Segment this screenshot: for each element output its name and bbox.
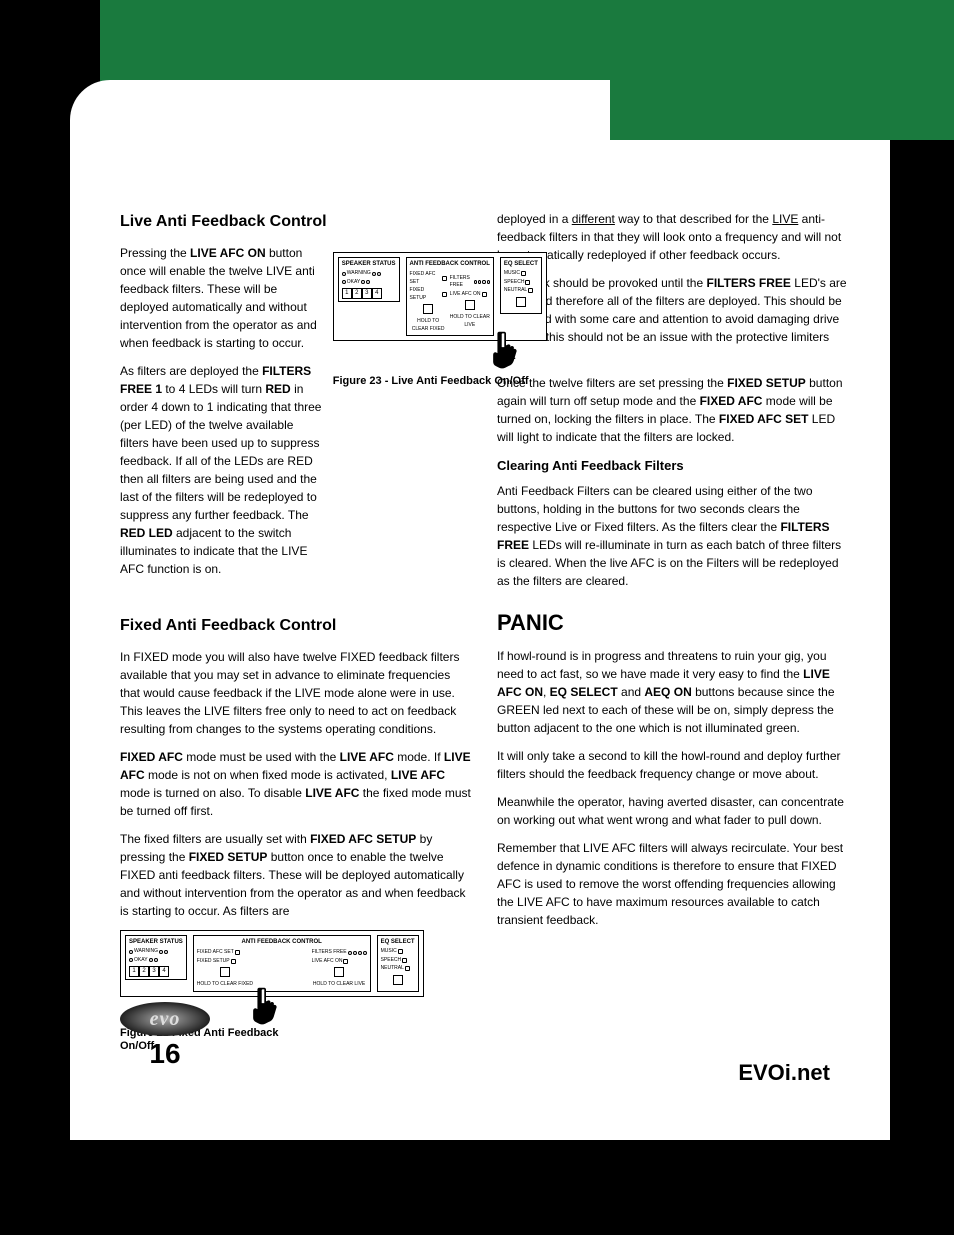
- page-content: Live Anti Feedback Control Pressing the …: [70, 80, 890, 1140]
- evo-logo: evo 16: [120, 1002, 210, 1070]
- panic-head: PANIC: [497, 606, 850, 639]
- fixed-setup-button-2[interactable]: [220, 967, 230, 977]
- panic-para2: It will only take a second to kill the h…: [497, 747, 850, 783]
- num-strip: 1234: [342, 288, 396, 299]
- hand-pointer-icon: [488, 330, 524, 378]
- fixed-afc-para2: FIXED AFC mode must be used with the LIV…: [120, 748, 473, 820]
- eq-select-button-2[interactable]: [393, 975, 403, 985]
- section-live-afc-head: Live Anti Feedback Control: [120, 210, 473, 234]
- panic-para4: Remember that LIVE AFC filters will alwa…: [497, 839, 850, 929]
- eq-select-button[interactable]: [516, 297, 526, 307]
- page-number: 16: [120, 1038, 210, 1070]
- live-afc-button[interactable]: [465, 300, 475, 310]
- clearing-filters-para: Anti Feedback Filters can be cleared usi…: [497, 482, 850, 590]
- page-header-title: LIVE OPERATION: [110, 98, 580, 129]
- live-afc-para2: As filters are deployed the FILTERS FREE…: [120, 362, 325, 578]
- live-afc-para1: Pressing the LIVE AFC ON button once wil…: [120, 244, 325, 352]
- led-icon: [342, 272, 346, 276]
- panic-para1: If howl-round is in progress and threate…: [497, 647, 850, 737]
- panic-para3: Meanwhile the operator, having averted d…: [497, 793, 850, 829]
- fixed-afc-para3: The fixed filters are usually set with F…: [120, 830, 473, 920]
- clearing-filters-head: Clearing Anti Feedback Filters: [497, 456, 850, 476]
- live-afc-button-2[interactable]: [334, 967, 344, 977]
- panel-eq-select: EQ SELECT MUSIC SPEECH NEUTRAL: [500, 257, 542, 314]
- footer-url: EVOi.net: [738, 1060, 830, 1086]
- right-para2: Feedback should be provoked until the FI…: [497, 274, 850, 364]
- fixed-afc-para1: In FIXED mode you will also have twelve …: [120, 648, 473, 738]
- evo-logo-text: evo: [120, 1002, 210, 1036]
- header-green-overlap: [610, 80, 954, 140]
- left-column: Live Anti Feedback Control Pressing the …: [120, 210, 473, 1054]
- figure-23-panel: SPEAKER STATUS WARNING OKAY 1234 ANTI FE…: [333, 252, 547, 341]
- panel-afc-control: ANTI FEEDBACK CONTROL FIXED AFC SET FIXE…: [406, 257, 494, 336]
- right-para3: Once the twelve filters are set pressing…: [497, 374, 850, 446]
- right-column: deployed in a different way to that desc…: [497, 210, 850, 1054]
- figure-24-panel: SPEAKER STATUS WARNING OKAY 1234 ANTI FE…: [120, 930, 424, 997]
- section-fixed-afc-head: Fixed Anti Feedback Control: [120, 614, 473, 638]
- fixed-setup-button[interactable]: [423, 304, 433, 314]
- panel-speaker-status: SPEAKER STATUS WARNING OKAY 1234: [338, 257, 400, 302]
- hand-pointer-icon: [248, 986, 284, 1034]
- right-para1: deployed in a different way to that desc…: [497, 210, 850, 264]
